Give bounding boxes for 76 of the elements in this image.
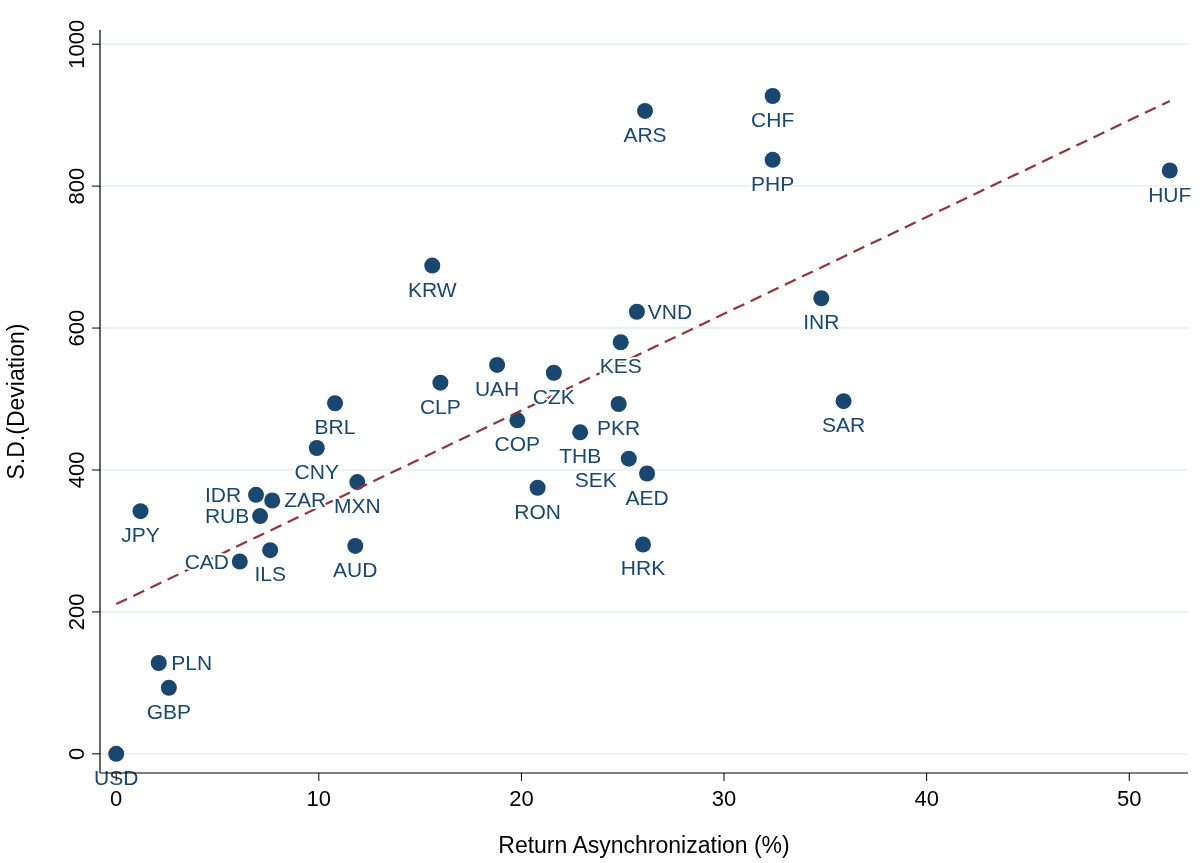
point (545, 364, 562, 381)
point (509, 412, 526, 429)
x-tick-label: 30 (711, 786, 737, 811)
annotation: SEK (574, 467, 617, 491)
point (835, 393, 852, 410)
y-tick-label: 1000 (64, 19, 89, 69)
point (231, 553, 248, 570)
y-tick-label: 200 (64, 593, 89, 631)
x-tick-label: 10 (306, 786, 332, 811)
point (639, 465, 656, 482)
x-tick-label: 20 (509, 786, 534, 811)
annotation: CZK (532, 384, 575, 408)
annotation: VND (647, 299, 693, 323)
y-axis-title: S.D.(Deviation) (3, 323, 29, 480)
point (150, 655, 167, 672)
point (610, 395, 627, 412)
annotation: ZAR (284, 488, 327, 512)
annotation: ILS (254, 562, 286, 586)
point (764, 88, 781, 104)
y-tick-label: 400 (64, 451, 89, 489)
point (347, 537, 364, 554)
annotation: INR (803, 310, 840, 334)
point (432, 374, 449, 391)
point (813, 290, 830, 307)
annotation: PKR (597, 415, 641, 439)
annotation: PLN (171, 651, 213, 674)
point (308, 439, 325, 456)
annotation: KRW (407, 277, 457, 301)
y-tick-label: 600 (64, 309, 89, 347)
annotation: AUD (333, 557, 378, 581)
x-axis-title: Return Asynchronization (%) (498, 832, 790, 858)
point (572, 424, 589, 441)
point (160, 679, 177, 696)
annotation: AED (625, 485, 669, 509)
point (489, 356, 506, 373)
annotation: RUB (204, 504, 250, 528)
y-tick-label: 0 (64, 747, 89, 760)
annotation: HUF (1148, 182, 1192, 206)
annotation: COP (494, 432, 541, 456)
point (620, 450, 637, 467)
point (628, 303, 645, 320)
annotation: HRK (620, 556, 666, 580)
annotation: KES (599, 354, 642, 378)
annotation: IDR (204, 482, 242, 506)
annotation: GBP (146, 699, 192, 723)
annotation: RON (514, 499, 561, 523)
point (252, 508, 269, 525)
point (637, 102, 654, 119)
annotation: PHP (751, 171, 795, 195)
point (132, 503, 149, 520)
x-tick-label: 40 (914, 786, 939, 811)
point (327, 395, 344, 412)
x-tick-label: 50 (1117, 786, 1142, 811)
annotation: CNY (294, 459, 339, 483)
point (1161, 162, 1178, 179)
annotation: SAR (821, 413, 866, 437)
point (108, 745, 125, 762)
point (612, 334, 629, 351)
annotation: BRL (314, 415, 356, 439)
point (248, 486, 265, 503)
point (424, 257, 441, 274)
annotation: ARS (623, 122, 667, 146)
y-tick-label: 800 (64, 167, 89, 205)
annotation: JPY (121, 523, 160, 547)
annotation: CAD (184, 549, 229, 573)
point (262, 542, 279, 559)
point (264, 492, 281, 509)
annotation: MXN (333, 494, 381, 518)
annotation: CHF (751, 108, 795, 131)
point (529, 479, 546, 496)
annotation: CLP (419, 394, 461, 418)
point (634, 536, 651, 553)
annotation: UAH (474, 376, 520, 400)
annotation: THB (559, 444, 602, 468)
point (764, 151, 781, 168)
x-tick-label: 0 (110, 786, 123, 811)
